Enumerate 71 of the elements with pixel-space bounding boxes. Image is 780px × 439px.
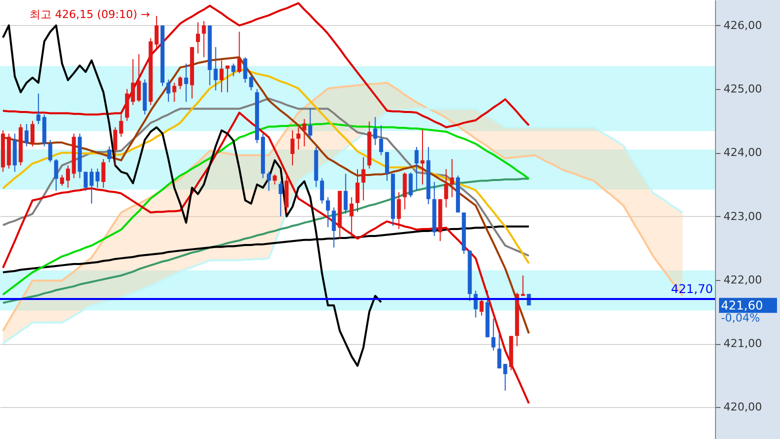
candlestick	[296, 126, 300, 150]
candlestick	[344, 173, 348, 214]
candlestick	[396, 192, 401, 230]
candlestick	[249, 76, 254, 91]
candlestick	[113, 126, 118, 166]
y-tick-label: 422,00	[724, 273, 762, 286]
candlestick	[480, 298, 484, 316]
candlestick	[326, 196, 330, 228]
y-tick-label: 420,00	[724, 400, 762, 414]
candlestick	[172, 82, 176, 102]
candlestick	[119, 114, 124, 138]
candlestick	[154, 15, 159, 48]
candlestick	[36, 93, 40, 125]
candlestick	[379, 124, 384, 156]
candlestick	[450, 158, 454, 198]
candlestick	[226, 65, 230, 93]
candlestick	[402, 172, 407, 210]
candlestick	[420, 129, 424, 186]
candlestick	[350, 196, 354, 238]
candlestick	[60, 174, 64, 186]
candlestick	[90, 168, 94, 204]
candlestick	[520, 274, 525, 296]
line-series	[2, 122, 530, 296]
candlestick	[84, 171, 88, 192]
candlestick	[130, 58, 135, 106]
candlestick	[220, 60, 224, 93]
candlestick	[202, 20, 206, 58]
line-series	[2, 2, 530, 128]
candlestick	[48, 139, 52, 163]
candlestick	[332, 206, 336, 248]
candlestick	[320, 178, 324, 204]
candlestick	[196, 22, 200, 54]
candlestick	[237, 31, 242, 74]
candlestick	[491, 318, 496, 352]
candlestick	[178, 76, 182, 90]
candlestick	[278, 180, 283, 217]
candlestick	[54, 158, 58, 192]
y-tick-label: 424,00	[724, 146, 762, 160]
y-tick-label: 423,00	[724, 210, 762, 223]
y-tick-label: 421,00	[724, 337, 762, 350]
candlestick	[166, 79, 170, 102]
candlestick	[30, 120, 34, 147]
candlestick	[356, 168, 360, 212]
candlestick	[184, 63, 188, 102]
candlestick	[414, 146, 419, 191]
candlestick	[243, 56, 248, 84]
candlestick	[290, 130, 294, 166]
ref-line-label: 421,70	[671, 282, 713, 296]
line-series	[2, 112, 530, 404]
candlestick	[66, 164, 70, 188]
candlestick	[302, 118, 306, 147]
candlestick	[24, 124, 29, 147]
candlestick	[373, 116, 378, 146]
candlestick	[385, 152, 390, 182]
y-tick-label: 425,00	[724, 82, 762, 96]
annotation: 최고 426,15 (09:10) →	[30, 8, 150, 21]
candlestick	[266, 171, 271, 192]
candlestick	[96, 168, 100, 188]
line-series	[2, 98, 530, 257]
candlestick	[101, 158, 106, 188]
text: 421,60	[721, 298, 763, 312]
candlestick	[444, 168, 448, 208]
candlestick	[107, 146, 112, 163]
candlestick	[361, 156, 366, 201]
candlestick	[308, 108, 312, 140]
candlestick	[136, 54, 141, 102]
text: -0,04%	[721, 311, 760, 324]
candlestick	[231, 63, 236, 77]
y-tick-label: 426,00	[724, 18, 762, 32]
candlestick	[408, 172, 413, 198]
candlestick	[272, 174, 277, 186]
